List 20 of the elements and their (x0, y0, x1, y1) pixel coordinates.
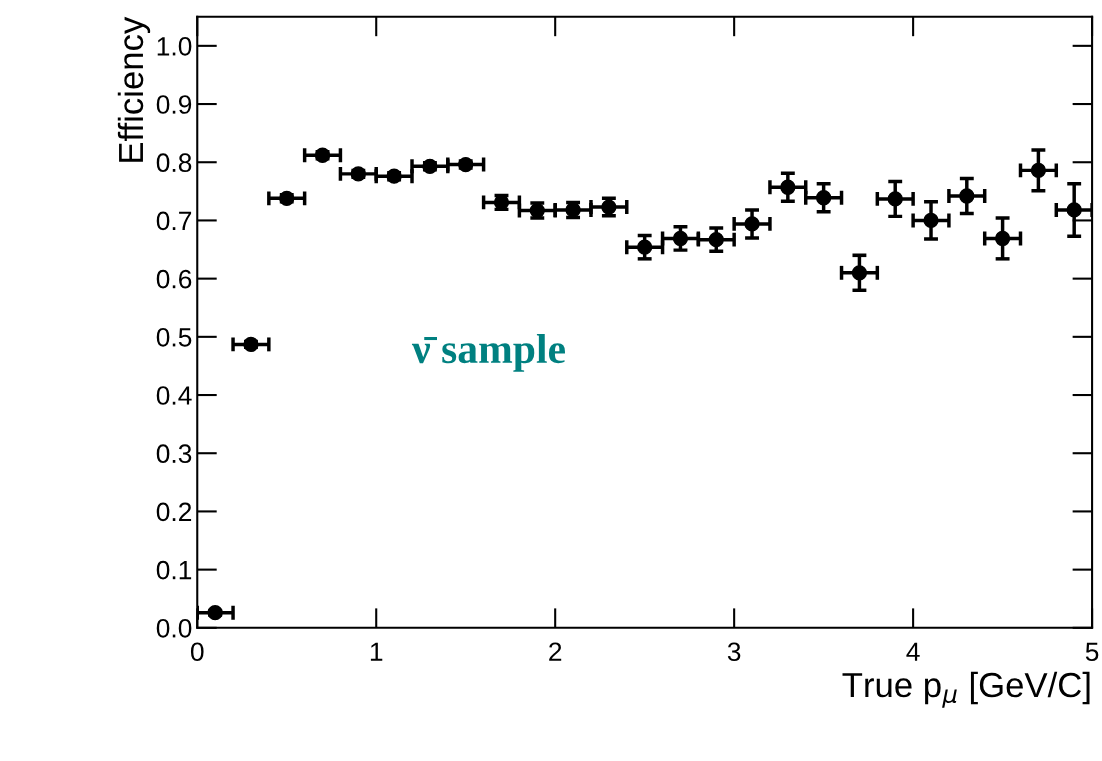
x-tick-label: 4 (906, 642, 920, 661)
annotation: ν̄ sample (411, 333, 565, 372)
y-tick-label: 0.1 (156, 560, 192, 580)
x-tick-label: 3 (727, 642, 741, 662)
x-tick-label: 2 (549, 642, 562, 661)
y-tick-label: 1.0 (157, 36, 192, 56)
y-axis-title: Efficiency (117, 16, 151, 162)
y-tick-label: 0.9 (156, 95, 192, 114)
x-tick-label: 1 (370, 642, 383, 661)
x-tick-label: 5 (1085, 642, 1099, 662)
y-tick-label: 0.5 (156, 327, 192, 347)
y-tick-label: 0.0 (156, 618, 192, 638)
y-tick-label: 0.3 (156, 444, 192, 464)
y-tick-label: 0.2 (156, 502, 192, 522)
y-tick-label: 0.6 (156, 269, 192, 289)
x-tick-label: 0 (190, 642, 204, 662)
y-tick-label: 0.7 (156, 211, 192, 231)
y-tick-label: 0.4 (156, 386, 192, 405)
y-tick-label: 0.8 (156, 153, 192, 173)
x-axis-title: True p$_{μ}$ [GeV/C] (842, 671, 1090, 708)
